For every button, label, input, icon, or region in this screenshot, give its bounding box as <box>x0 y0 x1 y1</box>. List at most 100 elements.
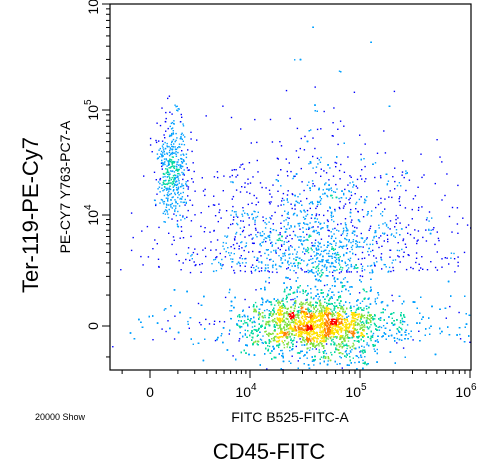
event-point <box>355 309 358 311</box>
event-point <box>280 349 282 352</box>
event-point <box>391 294 393 297</box>
event-point <box>333 309 335 311</box>
event-point <box>288 320 290 322</box>
event-point <box>342 308 344 311</box>
event-point <box>322 193 324 195</box>
event-point <box>404 334 407 336</box>
event-point <box>334 318 336 320</box>
event-point <box>374 318 376 320</box>
event-point <box>309 347 311 349</box>
event-point <box>346 344 348 347</box>
event-point <box>311 312 313 314</box>
event-point <box>288 330 290 333</box>
event-point <box>292 298 294 301</box>
event-point <box>283 305 286 308</box>
event-point <box>310 129 312 131</box>
event-point <box>320 343 323 345</box>
event-point <box>363 326 365 328</box>
event-point <box>272 340 275 342</box>
event-point <box>325 339 327 341</box>
event-point <box>241 316 244 318</box>
event-point <box>286 301 288 303</box>
event-point <box>278 304 280 306</box>
event-point <box>304 211 306 213</box>
event-point <box>278 344 281 346</box>
event-point <box>302 322 304 324</box>
event-point <box>287 341 290 343</box>
event-point <box>340 305 342 307</box>
event-point <box>223 321 226 323</box>
event-point <box>258 311 260 313</box>
event-point <box>304 338 306 341</box>
event-point <box>359 325 361 327</box>
event-point <box>363 307 365 309</box>
event-point <box>316 218 319 220</box>
event-point <box>254 321 256 324</box>
event-point <box>228 333 230 335</box>
event-point <box>311 348 314 350</box>
event-point <box>295 316 297 319</box>
event-point <box>359 275 362 277</box>
event-point <box>361 265 364 268</box>
event-point <box>265 322 267 325</box>
event-point <box>346 337 348 339</box>
event-point <box>297 360 299 362</box>
event-point <box>294 297 296 300</box>
event-point <box>312 324 314 326</box>
event-point <box>303 355 305 357</box>
event-point <box>334 302 336 304</box>
event-point <box>344 262 347 265</box>
event-point <box>341 233 344 235</box>
event-point <box>278 324 280 326</box>
event-point <box>362 352 364 354</box>
event-point <box>338 321 340 324</box>
event-point <box>290 321 292 324</box>
event-point <box>276 324 279 327</box>
event-point <box>213 320 216 322</box>
event-point <box>243 320 246 322</box>
event-point <box>232 355 234 357</box>
event-point <box>428 327 431 329</box>
event-point <box>323 325 326 328</box>
event-point <box>373 322 376 325</box>
event-point <box>322 320 324 322</box>
event-point <box>318 349 320 351</box>
event-point <box>268 282 270 284</box>
event-point <box>333 269 335 272</box>
event-point <box>314 311 317 314</box>
event-point <box>322 322 324 324</box>
event-point <box>333 294 335 296</box>
event-point <box>208 323 211 325</box>
event-point <box>310 310 312 312</box>
event-point <box>326 325 329 327</box>
event-point <box>262 335 264 337</box>
event-point <box>297 277 299 279</box>
event-point <box>338 310 341 312</box>
event-point <box>335 183 337 186</box>
event-point <box>321 310 323 312</box>
event-point <box>332 324 334 326</box>
event-point <box>301 344 303 346</box>
event-point <box>278 300 280 302</box>
event-point <box>254 341 256 343</box>
event-point <box>337 326 339 329</box>
event-point <box>299 309 301 312</box>
event-point <box>187 320 189 323</box>
event-point <box>257 314 260 316</box>
event-point <box>308 339 310 342</box>
event-point <box>345 350 347 352</box>
event-point <box>303 340 305 342</box>
event-point <box>350 351 352 353</box>
event-point <box>282 327 285 329</box>
event-point <box>376 339 379 341</box>
event-point <box>332 323 334 325</box>
event-point <box>260 304 262 306</box>
event-point <box>348 352 350 355</box>
event-point <box>403 315 405 317</box>
event-point <box>282 297 284 300</box>
event-point <box>174 315 176 317</box>
event-point <box>261 341 263 344</box>
event-point <box>266 309 268 311</box>
event-point <box>326 295 328 298</box>
event-point <box>288 257 291 259</box>
